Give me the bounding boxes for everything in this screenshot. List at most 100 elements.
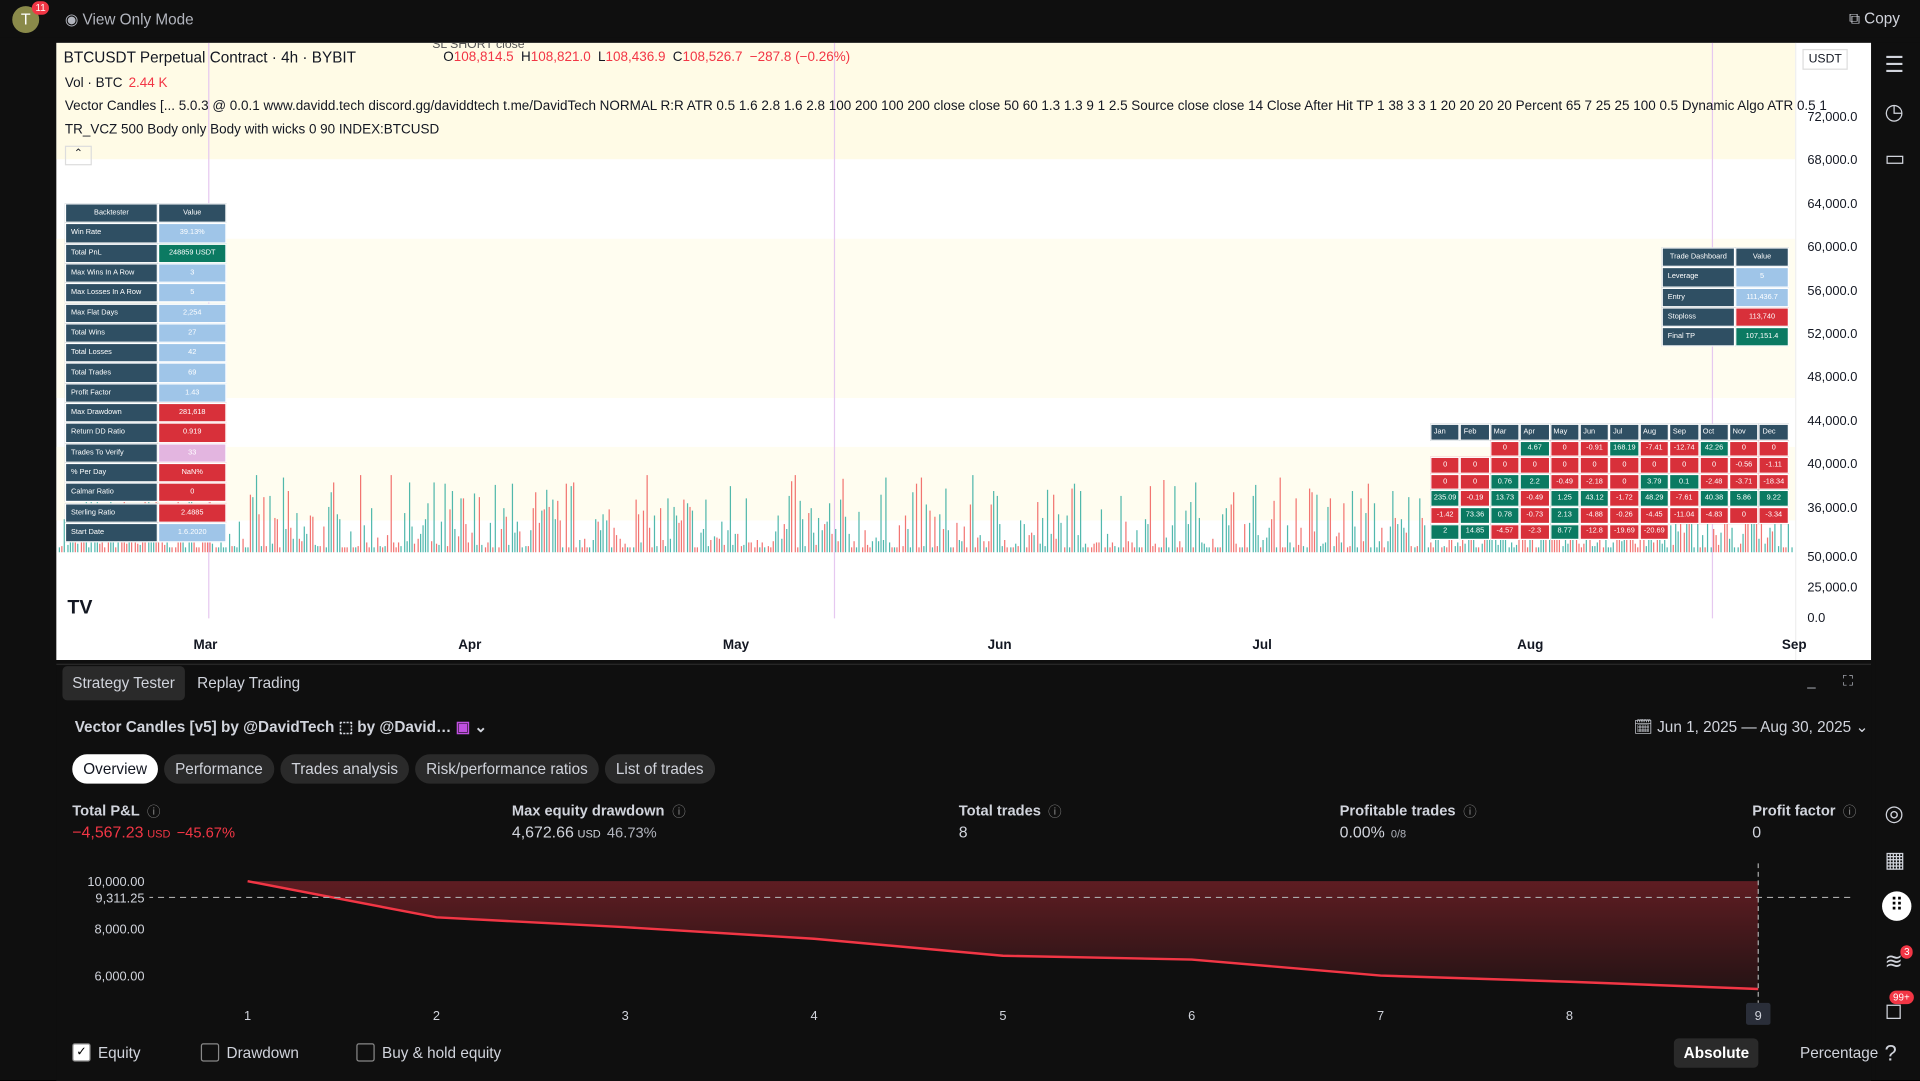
volume-bar (1394, 517, 1397, 553)
table-value: 3 (157, 263, 227, 284)
volume-bar (1710, 547, 1712, 553)
volume-bar (1139, 547, 1141, 553)
icon[interactable]: ▦ (1884, 847, 1906, 872)
volume-bar (1257, 534, 1259, 553)
view-mode[interactable]: ◉ View Only Mode (64, 11, 194, 29)
copy-button[interactable]: ⧉ Copy (1848, 9, 1900, 27)
metric-value-row: 0.00% 0/8 (1340, 823, 1407, 841)
table-label: % Per Day (64, 462, 158, 483)
toggle-label[interactable]: Drawdown (226, 1044, 299, 1062)
icon[interactable]: ◷ (1884, 99, 1904, 124)
table-label: Max Losses In A Row (64, 283, 158, 304)
indicator-line: Vector Candles [... 5.0.3 @ 0.0.1 www.da… (64, 99, 1827, 114)
volume-bar (1147, 524, 1149, 553)
month-cell: -0.49 (1549, 473, 1580, 491)
volume-bar (834, 528, 836, 553)
volume-bar (1467, 528, 1469, 553)
metric-value: 0 (1752, 822, 1762, 842)
icon[interactable]: ⠿ (1882, 891, 1912, 921)
volume-bar (823, 524, 826, 553)
icon[interactable]: ? (1884, 1040, 1897, 1066)
volume-bar (1758, 538, 1760, 553)
icon[interactable]: ▭ (1884, 145, 1906, 171)
toggle-label[interactable]: Buy & hold equity (382, 1044, 502, 1062)
volume-bar (721, 521, 723, 553)
volume-bar (328, 506, 330, 553)
volume-bar (794, 475, 796, 553)
date-range[interactable]: 🗓 Jun 1, 2025 — Aug 30, 2025 ⌄ (1633, 718, 1869, 736)
mode-button[interactable]: Percentage (1800, 1044, 1879, 1062)
volume-bar (950, 547, 952, 553)
volume-bar (1537, 547, 1539, 553)
collapse-button[interactable]: ⌃ (64, 145, 92, 166)
volume-bar (1063, 547, 1065, 553)
volume-bar (1112, 542, 1114, 553)
metric-extra: 0/8 (1390, 827, 1407, 840)
volume-bar (408, 481, 411, 553)
volume-bar (500, 529, 502, 553)
volume-bar (1653, 541, 1655, 553)
volume-bar (980, 535, 982, 553)
volume-bar (664, 546, 667, 553)
sub-tab[interactable]: Risk/performance ratios (415, 754, 599, 784)
month-cell: 0 (1728, 506, 1759, 524)
table-value: 2.4885 (157, 502, 227, 523)
month-cell: 2.2 (1519, 473, 1550, 491)
tab[interactable]: Strategy Tester (62, 666, 185, 701)
volume-bar (589, 547, 591, 553)
volume-bar (1289, 542, 1292, 553)
x-tick-label: 1 (244, 1008, 251, 1023)
icon[interactable]: ◎ (1884, 800, 1904, 826)
volume-bar (1260, 547, 1262, 553)
y-tick-label: 6,000.00 (94, 968, 144, 983)
month-header: Apr (1519, 423, 1550, 441)
strategy-name[interactable]: Vector Candles [v5] by @DavidTech ⬚ by @… (74, 718, 488, 736)
checkbox[interactable] (200, 1043, 220, 1062)
table-value: 248859 USDT (157, 243, 227, 264)
volume-bar (1171, 524, 1173, 553)
tab[interactable]: Replay Trading (197, 674, 301, 692)
volume-bar (1667, 547, 1669, 553)
currency[interactable]: USDT (1802, 48, 1849, 70)
volume-bar (1206, 547, 1208, 553)
y-tick-label: 10,000.00 (87, 874, 144, 889)
x-tick-label: 9 (1755, 1008, 1762, 1023)
volume-bar (554, 519, 556, 553)
maximize[interactable]: ⛶ (1842, 672, 1854, 690)
volume-bar (1017, 546, 1020, 553)
volume-bar (945, 488, 947, 553)
checkbox[interactable] (356, 1043, 375, 1062)
metric-value: −4,567.23 (72, 822, 144, 842)
month-cell: 0.76 (1489, 473, 1520, 491)
icon[interactable]: ☰ (1884, 52, 1905, 78)
sub-tab[interactable]: Trades analysis (280, 754, 410, 784)
minimize[interactable]: _ (1807, 672, 1816, 690)
volume-bar (1246, 547, 1248, 553)
volume-bar (1195, 482, 1197, 553)
volume-bar (791, 480, 793, 553)
badge: 11 (31, 1, 50, 15)
checkbox[interactable]: ✓ (72, 1043, 91, 1062)
volume-bar (1284, 547, 1286, 553)
volume-bar (1211, 538, 1213, 553)
sub-tab[interactable]: Overview (72, 754, 159, 784)
volume-bar (654, 515, 656, 553)
volume-bar (1222, 513, 1224, 553)
volume-bar (274, 518, 276, 553)
icon[interactable]: ≋ (1884, 948, 1903, 974)
volume-bar (368, 547, 370, 553)
toggle-label[interactable]: Equity (97, 1044, 141, 1062)
x-tick-label: 6 (1188, 1008, 1195, 1023)
table-value: 39.13% (157, 223, 227, 244)
sub-tab[interactable]: List of trades (604, 754, 715, 784)
volume-bar (435, 543, 438, 553)
volume-bar (1033, 535, 1036, 553)
volume-bar (1144, 519, 1146, 553)
volume-bar (465, 523, 467, 553)
volume-bar (953, 547, 955, 553)
volume-bar (1386, 541, 1389, 553)
mode-button[interactable]: Absolute (1673, 1038, 1759, 1068)
sub-tab[interactable]: Performance (164, 754, 274, 784)
volume-bar (136, 543, 139, 553)
volume-bar (338, 519, 341, 553)
